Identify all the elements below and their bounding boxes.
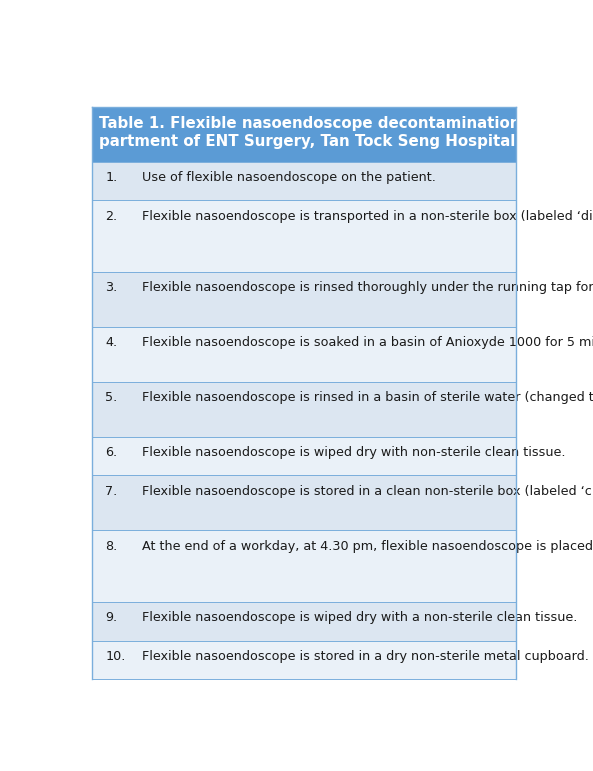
Bar [91,162,517,200]
Text: Flexible nasoendoscope is soaked in a basin of Anioxyde 1000 for 5 minutes (time: Flexible nasoendoscope is soaked in a ba… [142,336,593,349]
Text: Flexible nasoendoscope is rinsed in a basin of sterile water (changed twice a da: Flexible nasoendoscope is rinsed in a ba… [142,391,593,404]
Text: 7.: 7. [106,485,117,498]
Bar [91,272,517,327]
Text: 5.: 5. [106,391,117,404]
Bar [91,641,517,679]
Bar [91,476,517,530]
Bar [91,382,517,437]
Text: Flexible nasoendoscope is wiped dry with a non-sterile clean tissue.: Flexible nasoendoscope is wiped dry with… [142,611,578,625]
Text: 2.: 2. [106,210,117,223]
Text: Flexible nasoendoscope is transported in a non-sterile box (labeled ‘dirty’) by : Flexible nasoendoscope is transported in… [142,210,593,223]
Text: At the end of a workday, at 4.30 pm, flexible nasoendoscope is placed in an auto: At the end of a workday, at 4.30 pm, fle… [142,540,593,553]
Text: 9.: 9. [106,611,117,625]
Text: Table 1. Flexible nasoendoscope decontamination workflow in the De-: Table 1. Flexible nasoendoscope decontam… [98,116,593,131]
Text: Flexible nasoendoscope is stored in a dry non-sterile metal cupboard.: Flexible nasoendoscope is stored in a dr… [142,650,589,663]
Bar [91,437,517,476]
Text: Flexible nasoendoscope is rinsed thoroughly under the running tap for removal of: Flexible nasoendoscope is rinsed thoroug… [142,281,593,295]
Text: Use of flexible nasoendoscope on the patient.: Use of flexible nasoendoscope on the pat… [142,171,436,184]
Text: 3.: 3. [106,281,117,295]
Text: 8.: 8. [106,540,117,553]
Text: 10.: 10. [106,650,126,663]
Text: Flexible nasoendoscope is wiped dry with non-sterile clean tissue.: Flexible nasoendoscope is wiped dry with… [142,446,566,460]
Bar [91,106,517,162]
Text: partment of ENT Surgery, Tan Tock Seng Hospital.: partment of ENT Surgery, Tan Tock Seng H… [98,134,521,149]
Text: 1.: 1. [106,171,117,184]
Bar [91,200,517,272]
Bar [91,602,517,641]
Text: Flexible nasoendoscope is stored in a clean non-sterile box (labeled ‘clean’) an: Flexible nasoendoscope is stored in a cl… [142,485,593,498]
Text: 6.: 6. [106,446,117,460]
Bar [91,530,517,602]
Bar [91,327,517,382]
Text: 4.: 4. [106,336,117,349]
